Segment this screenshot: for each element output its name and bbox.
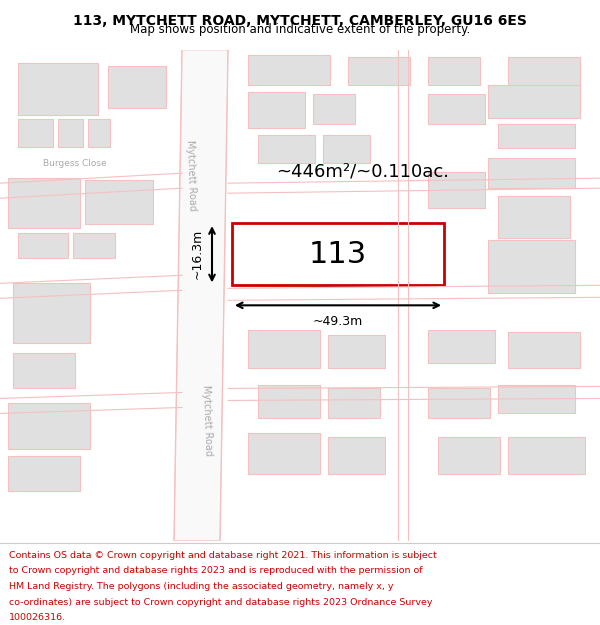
Bar [8, 178, 80, 228]
Text: 113: 113 [309, 240, 367, 269]
Bar [508, 332, 580, 368]
Text: Map shows position and indicative extent of the property.: Map shows position and indicative extent… [130, 23, 470, 36]
Text: Mytchett Road: Mytchett Road [201, 385, 213, 456]
Text: to Crown copyright and database rights 2023 and is reproduced with the permissio: to Crown copyright and database rights 2… [9, 566, 422, 576]
Text: 100026316.: 100026316. [9, 613, 66, 622]
Text: ~49.3m: ~49.3m [313, 316, 363, 328]
Bar [498, 196, 570, 238]
Text: ~446m²/~0.110ac.: ~446m²/~0.110ac. [277, 162, 449, 180]
Bar [313, 94, 355, 124]
Text: co-ordinates) are subject to Crown copyright and database rights 2023 Ordnance S: co-ordinates) are subject to Crown copyr… [9, 598, 433, 607]
Bar [348, 57, 410, 85]
Bar [248, 434, 320, 474]
Bar [18, 119, 53, 147]
Bar [85, 180, 153, 224]
Bar [18, 63, 98, 115]
Bar [232, 223, 444, 285]
Bar [248, 331, 320, 368]
Bar [498, 124, 575, 148]
Bar [508, 57, 580, 85]
Bar [328, 438, 385, 474]
Bar [428, 331, 495, 363]
Text: Contains OS data © Crown copyright and database right 2021. This information is : Contains OS data © Crown copyright and d… [9, 551, 437, 560]
Bar [438, 438, 500, 474]
Bar [73, 233, 115, 258]
Bar [13, 353, 75, 388]
Text: ~16.3m: ~16.3m [191, 229, 204, 279]
Bar [258, 386, 320, 419]
Bar [58, 119, 83, 147]
Bar [498, 386, 575, 414]
Bar [323, 135, 370, 163]
Bar [328, 388, 380, 419]
Bar [18, 233, 68, 258]
Bar [488, 240, 575, 293]
Text: Mytchett Road: Mytchett Road [185, 139, 197, 211]
Bar [328, 336, 385, 368]
Bar [108, 66, 166, 108]
Bar [488, 158, 575, 188]
Bar [428, 388, 490, 419]
Bar [428, 94, 485, 124]
Text: 113, MYTCHETT ROAD, MYTCHETT, CAMBERLEY, GU16 6ES: 113, MYTCHETT ROAD, MYTCHETT, CAMBERLEY,… [73, 14, 527, 28]
Bar [13, 283, 90, 343]
Bar [248, 55, 330, 85]
Bar [8, 404, 90, 449]
Text: Burgess Close: Burgess Close [43, 159, 107, 168]
Bar [258, 135, 315, 163]
Bar [508, 438, 585, 474]
Text: HM Land Registry. The polygons (including the associated geometry, namely x, y: HM Land Registry. The polygons (includin… [9, 582, 394, 591]
Bar [428, 57, 480, 85]
Bar [8, 456, 80, 491]
Bar [248, 92, 305, 128]
Bar [428, 172, 485, 208]
Bar [88, 119, 110, 147]
Bar [488, 85, 580, 118]
Polygon shape [174, 50, 228, 541]
